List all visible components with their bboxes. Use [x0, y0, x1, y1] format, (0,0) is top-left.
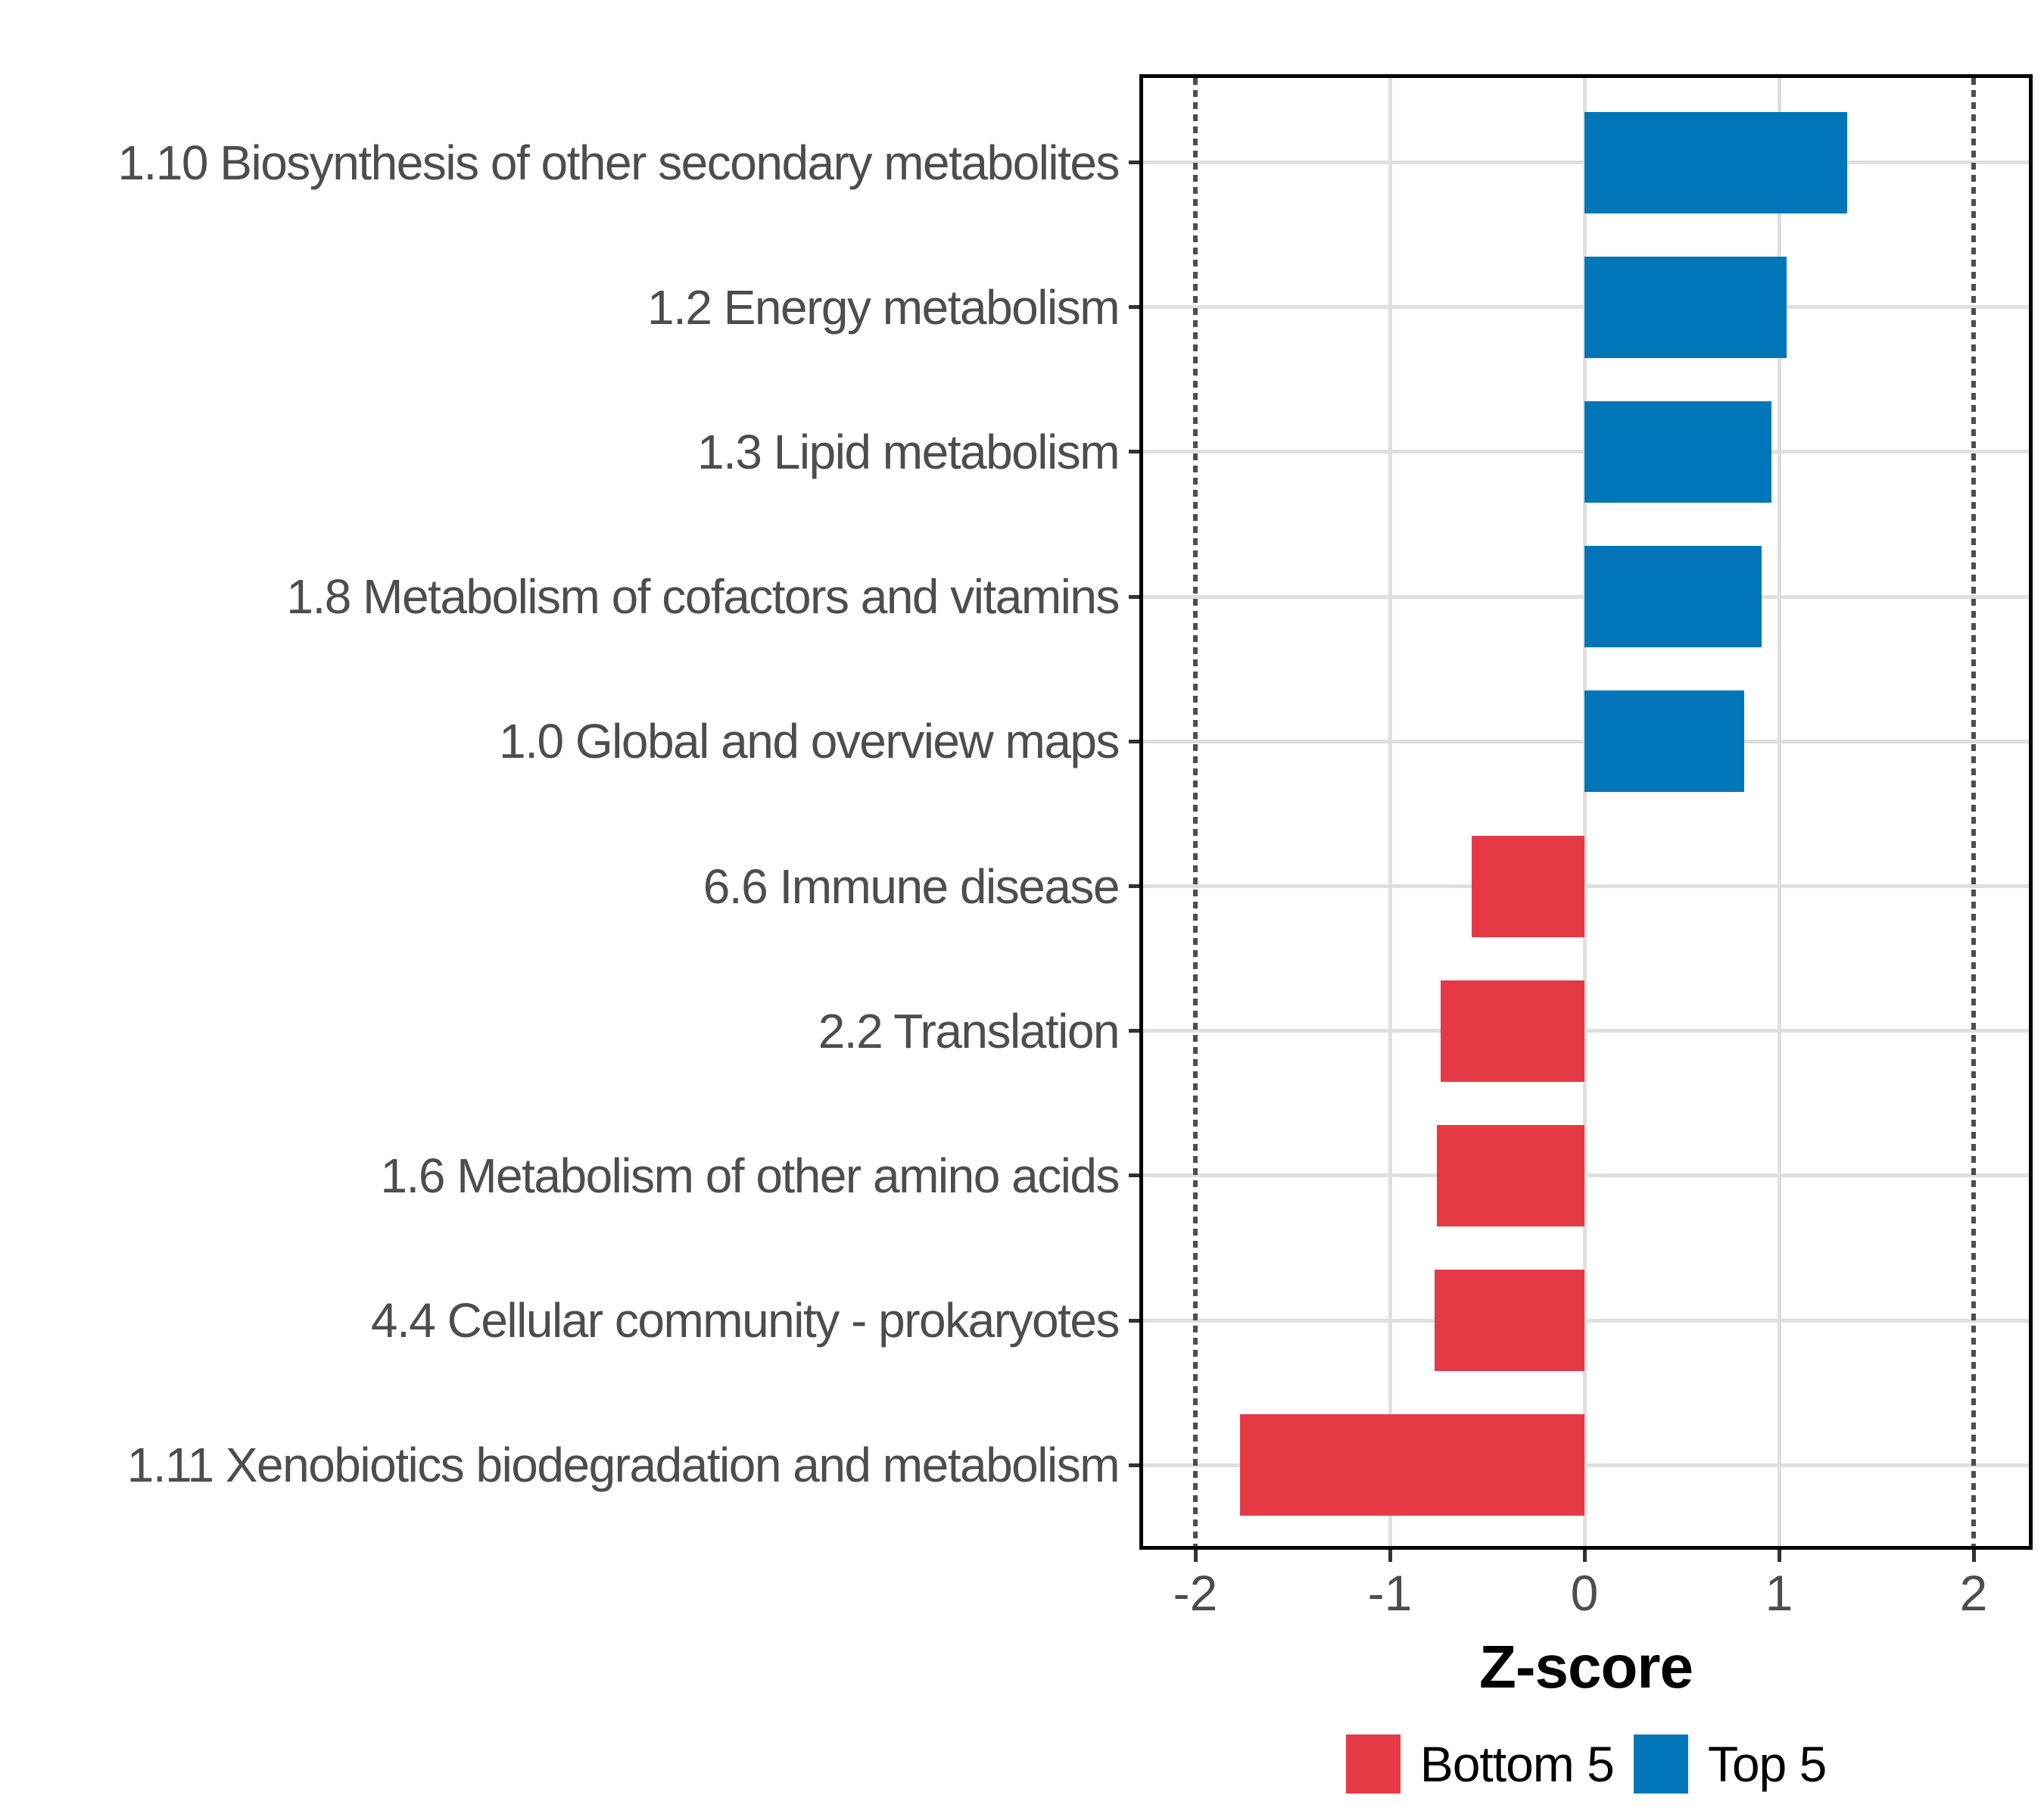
y-tick-mark — [1129, 1463, 1139, 1467]
bar-bottom5 — [1435, 1270, 1584, 1372]
y-tick-mark — [1129, 1029, 1139, 1033]
bar-bottom5 — [1440, 980, 1584, 1082]
y-axis-label: 2.2 Translation — [818, 1003, 1120, 1058]
y-axis-label: 1.8 Metabolism of cofactors and vitamins — [286, 569, 1120, 625]
y-axis-label: 1.6 Metabolism of other amino acids — [380, 1148, 1120, 1203]
bar-top5 — [1584, 256, 1787, 358]
bar-top5 — [1584, 690, 1744, 793]
x-tick-mark — [1193, 1550, 1198, 1562]
x-tick-mark — [1582, 1550, 1587, 1562]
x-tick-mark — [1971, 1550, 1976, 1562]
y-tick-mark — [1129, 594, 1139, 599]
x-tick-mark — [1777, 1550, 1781, 1562]
dotted-reference-line — [1193, 78, 1198, 1546]
y-axis-label: 1.11 Xenobiotics biodegradation and meta… — [126, 1438, 1120, 1493]
bar-top5 — [1584, 400, 1771, 503]
x-tick-mark — [1388, 1550, 1392, 1562]
plot-area — [1143, 78, 2029, 1546]
y-axis-label: 6.6 Immune disease — [703, 859, 1120, 914]
y-tick-mark — [1129, 450, 1139, 454]
legend: Bottom 5 Top 5 — [1139, 1730, 2033, 1798]
bar-bottom5 — [1436, 1124, 1584, 1226]
y-tick-mark — [1129, 739, 1139, 743]
y-tick-mark — [1129, 1318, 1139, 1323]
y-axis-label: 1.2 Energy metabolism — [647, 279, 1120, 335]
vertical-gridline — [1582, 78, 1587, 1546]
bar-bottom5 — [1471, 835, 1584, 937]
x-tick-label: 2 — [1959, 1565, 1988, 1621]
dotted-reference-line — [1971, 78, 1976, 1546]
plot-panel — [1139, 74, 2033, 1550]
y-tick-mark — [1129, 305, 1139, 310]
legend-swatch-top5 — [1633, 1734, 1688, 1794]
legend-swatch-bottom5 — [1345, 1734, 1401, 1794]
bar-top5 — [1584, 111, 1847, 213]
x-tick-label: -2 — [1173, 1565, 1218, 1621]
y-tick-mark — [1129, 161, 1139, 164]
x-axis-title: Z-score — [1479, 1633, 1693, 1700]
bar-bottom5 — [1240, 1414, 1584, 1516]
y-axis-label: 1.0 Global and overview maps — [499, 714, 1120, 769]
y-axis-label: 1.10 Biosynthesis of other secondary met… — [117, 135, 1120, 190]
x-tick-label: 0 — [1570, 1565, 1599, 1621]
vertical-gridline — [1388, 78, 1392, 1546]
y-axis-label: 1.3 Lipid metabolism — [697, 424, 1120, 479]
bar-top5 — [1584, 546, 1762, 648]
x-tick-label: 1 — [1765, 1565, 1793, 1621]
y-axis-label: 4.4 Cellular community - prokaryotes — [370, 1293, 1120, 1348]
y-tick-mark — [1129, 884, 1139, 888]
legend-label-bottom5: Bottom 5 — [1419, 1736, 1615, 1792]
vertical-gridline — [1777, 78, 1781, 1546]
x-tick-label: -1 — [1367, 1565, 1413, 1621]
y-tick-mark — [1129, 1173, 1139, 1178]
legend-label-top5: Top 5 — [1707, 1736, 1827, 1792]
